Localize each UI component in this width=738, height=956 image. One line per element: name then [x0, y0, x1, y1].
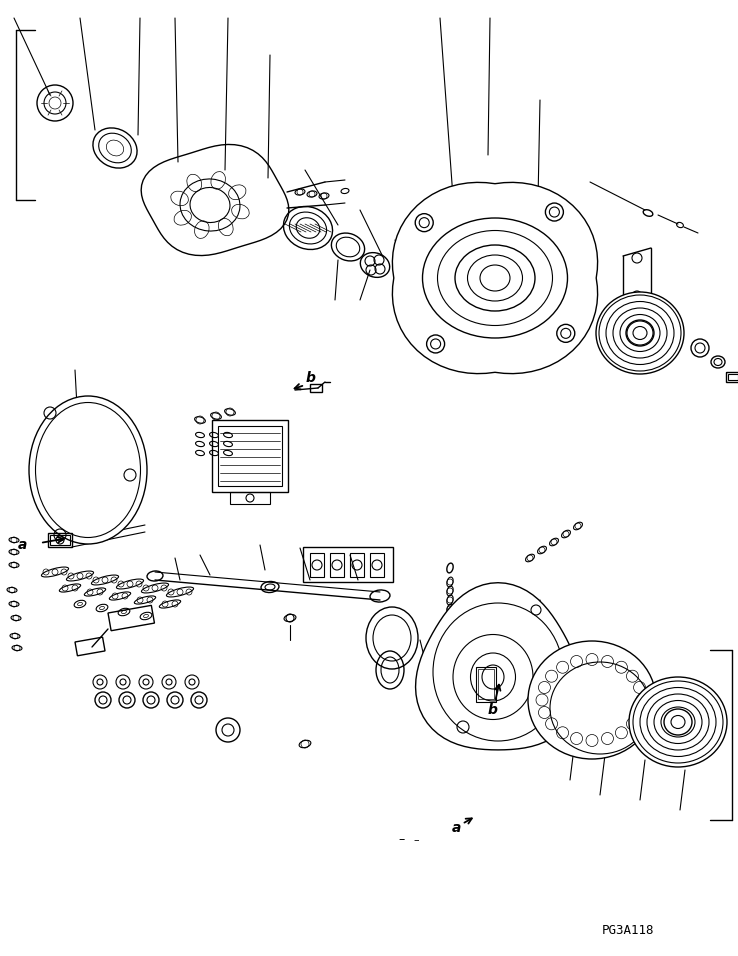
Ellipse shape [528, 641, 656, 759]
Bar [50, 535, 70, 545]
Text: –: – [413, 835, 418, 845]
Bar [728, 374, 738, 380]
Bar [350, 553, 364, 577]
Ellipse shape [596, 292, 684, 374]
Ellipse shape [422, 218, 568, 338]
Ellipse shape [629, 677, 727, 767]
Bar [726, 372, 738, 382]
Text: a: a [18, 538, 27, 552]
Bar [370, 553, 384, 577]
Bar [212, 420, 288, 492]
Bar [230, 492, 270, 504]
Bar [75, 637, 105, 656]
Bar [476, 667, 496, 702]
Polygon shape [393, 183, 598, 374]
Text: b: b [488, 703, 498, 717]
Bar [310, 553, 324, 577]
Text: a: a [452, 821, 461, 835]
Bar [218, 426, 282, 486]
Text: –: – [398, 834, 404, 846]
Bar [303, 547, 393, 582]
Bar [310, 384, 322, 392]
Text: PG3A118: PG3A118 [602, 923, 655, 937]
Bar [108, 605, 154, 631]
Ellipse shape [29, 396, 147, 544]
Bar [478, 669, 494, 699]
Bar [330, 553, 344, 577]
Text: b: b [306, 371, 316, 385]
Bar [48, 533, 72, 547]
Polygon shape [415, 583, 581, 750]
